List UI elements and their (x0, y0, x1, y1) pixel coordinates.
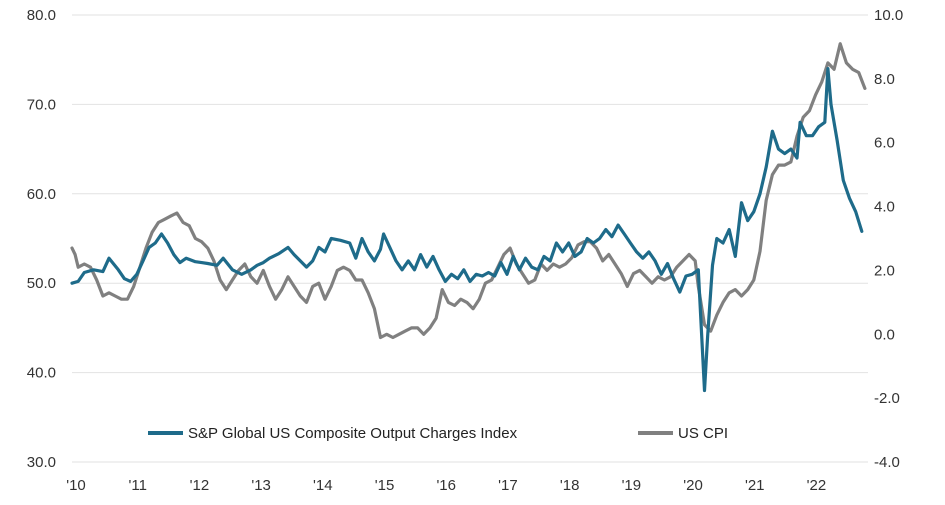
x-tick-label: '22 (807, 477, 827, 494)
y-right-tick-label: -2.0 (874, 390, 900, 407)
series-layer (70, 42, 867, 393)
x-tick-label: '18 (560, 477, 580, 494)
x-tick-label: '19 (622, 477, 642, 494)
left-axis: 80.0 70.0 60.0 50.0 40.0 30.0 (27, 7, 56, 471)
y-left-tick-label: 50.0 (27, 275, 56, 292)
legend-item-composite: S&P Global US Composite Output Charges I… (148, 425, 518, 442)
x-tick-label: '15 (375, 477, 395, 494)
y-right-tick-label: 0.0 (874, 326, 895, 343)
gridlines (72, 14, 868, 463)
legend-label-cpi: US CPI (678, 425, 728, 442)
x-tick-label: '16 (436, 477, 456, 494)
y-right-tick-label: 10.0 (874, 7, 903, 24)
y-right-tick-label: 6.0 (874, 135, 895, 152)
x-tick-label: '20 (683, 477, 703, 494)
y-left-tick-label: 40.0 (27, 365, 56, 382)
series-line-cpi (70, 42, 867, 340)
y-right-tick-label: -4.0 (874, 454, 900, 471)
x-tick-label: '13 (251, 477, 271, 494)
x-tick-label: '10 (66, 477, 86, 494)
y-left-tick-label: 70.0 (27, 96, 56, 113)
y-right-tick-label: 4.0 (874, 199, 895, 216)
x-tick-label: '17 (498, 477, 518, 494)
y-left-tick-label: 30.0 (27, 454, 56, 471)
x-tick-label: '12 (190, 477, 210, 494)
y-right-tick-label: 2.0 (874, 262, 895, 279)
x-tick-label: '14 (313, 477, 333, 494)
legend-label-composite: S&P Global US Composite Output Charges I… (188, 425, 518, 442)
x-tick-label: '11 (128, 477, 146, 494)
x-axis: '10 '11 '12 '13 '14 '15 '16 '17 '18 '19 '20 '21 '22 (66, 477, 826, 494)
series-line-composite (70, 67, 864, 393)
y-left-tick-label: 80.0 (27, 7, 56, 24)
legend-item-cpi: US CPI (638, 425, 728, 442)
y-right-tick-label: 8.0 (874, 71, 895, 88)
y-left-tick-label: 60.0 (27, 186, 56, 203)
right-axis: 10.0 8.0 6.0 4.0 2.0 0.0 -2.0 -4.0 (874, 7, 903, 471)
x-tick-label: '21 (745, 477, 765, 494)
legend: S&P Global US Composite Output Charges I… (148, 425, 728, 442)
